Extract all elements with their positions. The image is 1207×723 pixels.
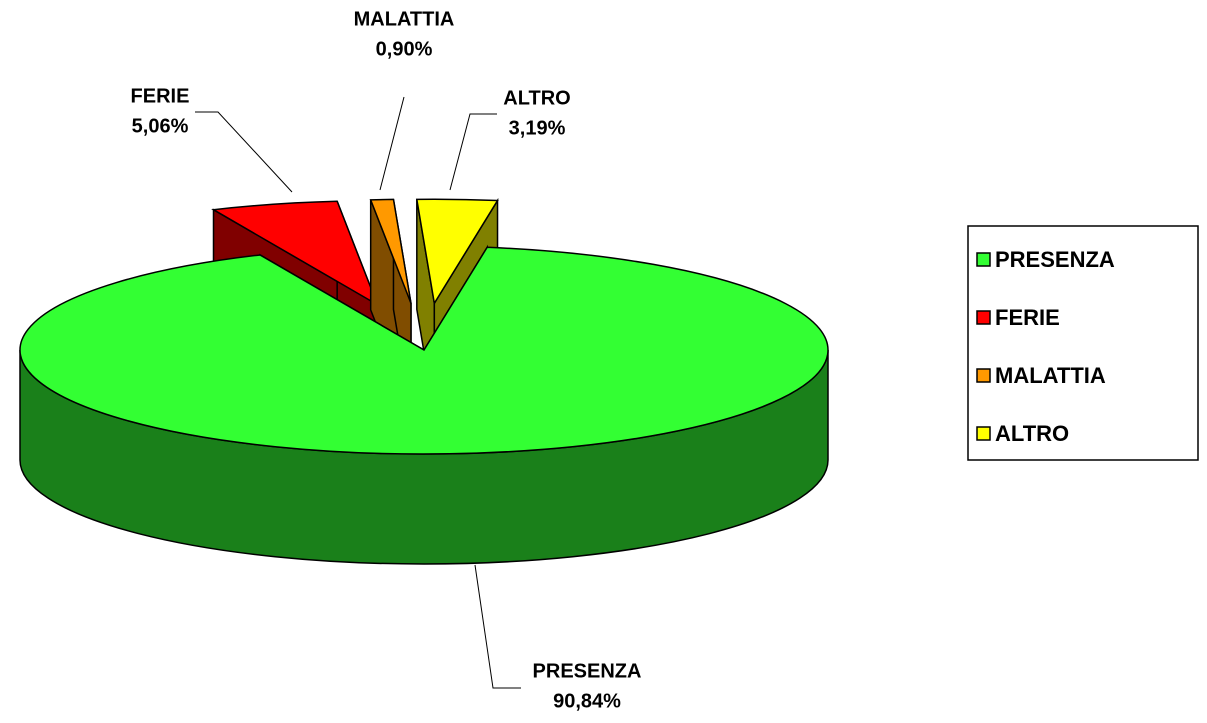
leader-line xyxy=(474,564,521,689)
data-label-value: 3,19% xyxy=(509,117,566,139)
data-label-name: MALATTIA xyxy=(354,8,455,30)
legend-label: ALTRO xyxy=(995,421,1069,446)
slice-top xyxy=(211,200,379,307)
legend-swatch xyxy=(976,426,991,441)
data-label-value: 0,90% xyxy=(376,38,433,60)
leader-line xyxy=(449,113,497,191)
data-label-value: 5,06% xyxy=(132,115,189,137)
slice-top xyxy=(415,198,499,306)
legend-swatch xyxy=(976,310,991,325)
legend-label: MALATTIA xyxy=(995,363,1106,388)
legend-label: FERIE xyxy=(995,305,1060,330)
legend-label: PRESENZA xyxy=(995,247,1115,272)
slice-top xyxy=(19,246,829,455)
data-label-name: ALTRO xyxy=(503,87,570,109)
data-label-name: PRESENZA xyxy=(533,660,642,682)
leader-line xyxy=(195,111,293,193)
legend-swatch xyxy=(976,252,991,267)
data-label-value: 90,84% xyxy=(553,690,621,712)
legend-box xyxy=(967,225,1199,461)
slice-top xyxy=(369,198,412,304)
data-label-name: FERIE xyxy=(131,85,190,107)
slice xyxy=(19,244,829,565)
legend-swatch xyxy=(976,368,991,383)
leader-line xyxy=(379,96,405,191)
